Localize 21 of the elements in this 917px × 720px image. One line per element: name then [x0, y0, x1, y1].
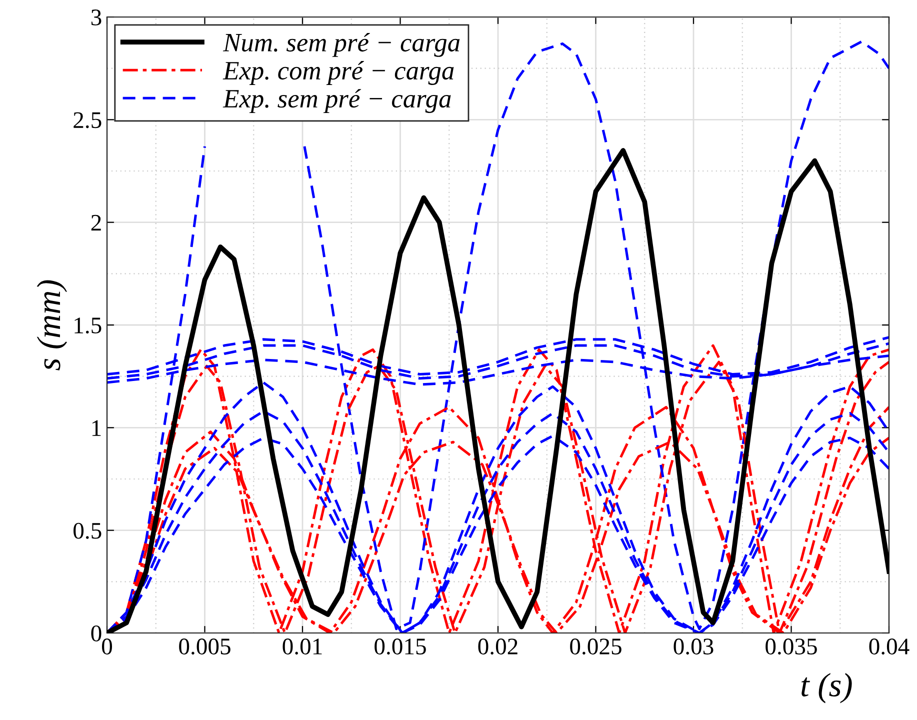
- y-tick-label: 3: [91, 10, 102, 26]
- y-tick-label: 1.5: [74, 318, 102, 334]
- x-tick-label: 0.015: [374, 638, 426, 655]
- legend-label: Num. sem pré − carga: [222, 32, 460, 57]
- x-tick-label: 0.03: [674, 638, 714, 655]
- x-tick-label: 0.04: [869, 638, 910, 655]
- legend-label: Exp. com pré − carga: [222, 61, 454, 85]
- x-tick-label: 0.005: [179, 638, 230, 655]
- y-tick-label: 1: [92, 420, 101, 436]
- x-tick-label: 0: [102, 638, 112, 654]
- y-axis-title: s (mm): [36, 280, 68, 370]
- x-tick-label: 0.035: [766, 638, 817, 655]
- x-axis-title: t (s): [802, 673, 852, 704]
- x-tick-label: 0.01: [282, 638, 322, 655]
- x-tick-label: 0.025: [570, 638, 622, 655]
- y-tick-label: 2: [91, 214, 101, 231]
- y-tick-label: 0.5: [74, 522, 102, 539]
- y-tick-label: 0: [91, 625, 102, 642]
- legend-label: Exp. sem pré − carga: [222, 89, 451, 114]
- x-tick-label: 0.02: [478, 638, 518, 655]
- y-tick-label: 2.5: [74, 112, 102, 128]
